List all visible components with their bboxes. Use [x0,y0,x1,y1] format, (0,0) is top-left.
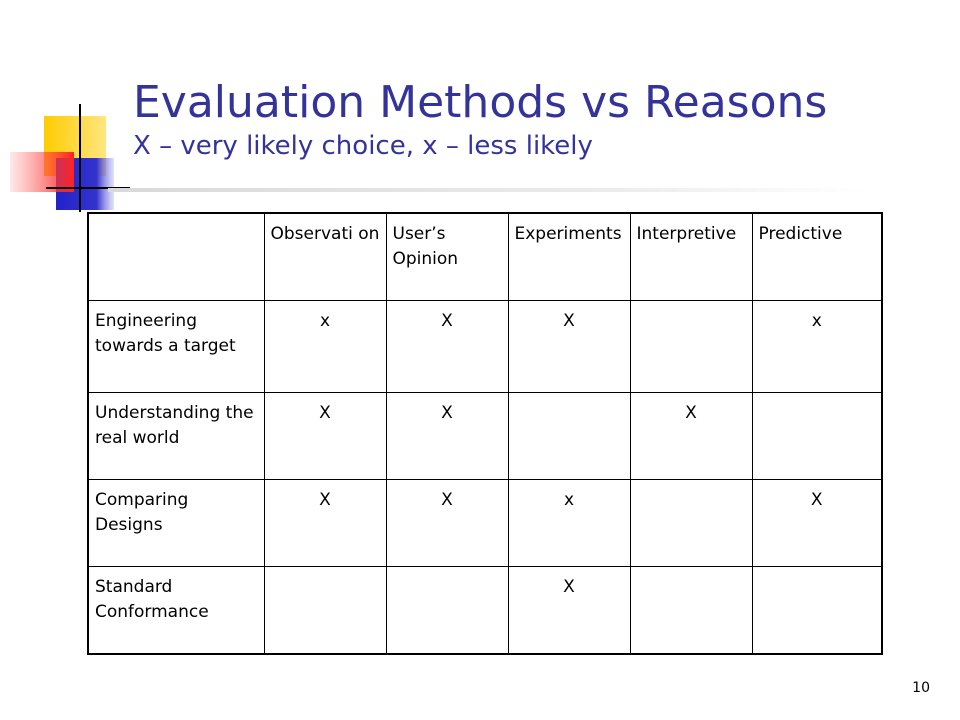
table-header-row: Observati on User’s Opinion Experiments … [87,212,883,301]
table-row: Understanding the real world X X X [87,391,883,480]
table-cell: X [263,391,387,480]
table-cell [629,478,753,567]
row-label: Comparing Designs [87,478,265,567]
table-row: Standard Conformance X [87,565,883,655]
table-cell [385,565,509,655]
table-cell [263,565,387,655]
table-cell [629,299,753,393]
evaluation-table: Observati on User’s Opinion Experiments … [87,212,883,655]
row-label: Standard Conformance [87,565,265,655]
table-cell: X [263,478,387,567]
slide-title: Evaluation Methods vs Reasons [133,77,828,128]
table-row: Engineering towards a target x X X x [87,299,883,393]
table-cell: X [507,299,631,393]
row-label: Engineering towards a target [87,299,265,393]
table-cell: X [385,391,509,480]
table-cell [751,565,883,655]
table-cell: X [629,391,753,480]
slide-subtitle: X – very likely choice, x – less likely [133,131,593,161]
table-cell [751,391,883,480]
table-cell: X [385,478,509,567]
column-header: Interpretive [629,212,753,301]
row-label: Understanding the real world [87,391,265,480]
table-cell: X [507,565,631,655]
table-cell: X [385,299,509,393]
table-cell [507,391,631,480]
title-divider [108,188,868,192]
table-cell: x [507,478,631,567]
title-block: Evaluation Methods vs Reasons X – very l… [133,77,827,163]
table-row: Comparing Designs X X x X [87,478,883,567]
table-cell: X [751,478,883,567]
page-number: 10 [912,680,930,696]
column-header: Observati on [263,212,387,301]
table-cell: x [751,299,883,393]
table-cell [629,565,753,655]
table-corner-cell [87,212,265,301]
slide-template-logo-icon [0,0,140,230]
column-header: User’s Opinion [385,212,509,301]
table-cell: x [263,299,387,393]
column-header: Experiments [507,212,631,301]
column-header: Predictive [751,212,883,301]
